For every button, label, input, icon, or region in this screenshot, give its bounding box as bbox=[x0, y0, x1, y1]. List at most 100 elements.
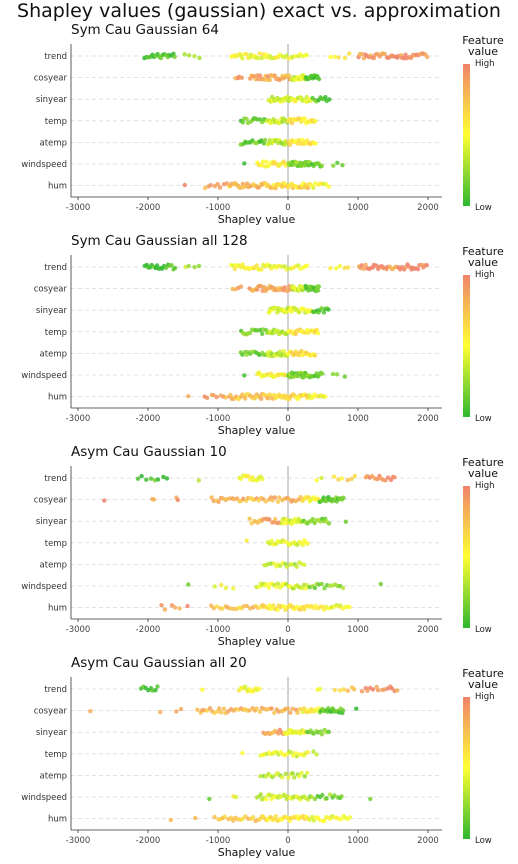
data-point-windspeed bbox=[331, 163, 336, 168]
x-tick-label: -2000 bbox=[136, 836, 161, 846]
data-point-trend bbox=[332, 54, 337, 59]
data-point-windspeed bbox=[342, 374, 347, 379]
data-point-atemp bbox=[299, 348, 304, 354]
data-point-atemp bbox=[287, 142, 293, 147]
data-point-windspeed bbox=[339, 794, 344, 799]
data-point-trend bbox=[260, 476, 265, 482]
data-point-cosyear bbox=[285, 706, 291, 711]
data-point-windspeed bbox=[264, 582, 270, 587]
data-point-sinyear bbox=[326, 729, 331, 734]
x-tick-label: -1000 bbox=[206, 203, 231, 213]
data-point-trend bbox=[196, 478, 201, 483]
data-point-trend bbox=[196, 263, 202, 269]
data-point-hum bbox=[347, 604, 352, 610]
legend-low-label: Low bbox=[475, 414, 492, 424]
data-point-temp bbox=[314, 752, 319, 757]
x-tick-label: -2000 bbox=[136, 414, 161, 424]
y-tick-label-atemp: atemp bbox=[40, 771, 67, 781]
data-point-windspeed bbox=[275, 581, 281, 586]
data-point-trend bbox=[336, 55, 341, 60]
y-tick-label-hum: hum bbox=[48, 393, 67, 403]
data-point-windspeed bbox=[312, 585, 318, 591]
data-point-trend bbox=[349, 476, 354, 482]
data-point-trend bbox=[352, 473, 357, 479]
data-point-trend bbox=[415, 267, 421, 272]
legend-low-label: Low bbox=[475, 203, 492, 213]
data-point-windspeed bbox=[267, 792, 272, 797]
data-point-trend bbox=[337, 263, 342, 269]
data-point-trend bbox=[139, 473, 144, 479]
data-point-windspeed bbox=[319, 163, 324, 169]
data-point-atemp bbox=[258, 774, 263, 779]
panel-title: Sym Cau Gaussian 64 bbox=[71, 22, 219, 38]
data-point-atemp bbox=[299, 770, 304, 776]
panel-title: Asym Cau Gaussian all 20 bbox=[71, 655, 247, 671]
y-tick-label-temp: temp bbox=[45, 328, 67, 338]
data-point-trend bbox=[257, 51, 262, 56]
data-point-hum bbox=[214, 604, 219, 609]
data-point-trend bbox=[240, 56, 245, 61]
data-point-trend bbox=[155, 477, 161, 482]
data-point-temp bbox=[240, 750, 245, 756]
y-tick-label-windspeed: windspeed bbox=[21, 582, 67, 592]
data-point-windspeed bbox=[231, 586, 236, 591]
data-point-hum bbox=[168, 817, 173, 823]
data-point-trend bbox=[172, 54, 177, 59]
data-point-cosyear bbox=[340, 708, 346, 713]
data-point-trend bbox=[186, 263, 191, 269]
data-point-trend bbox=[304, 263, 310, 268]
data-point-hum bbox=[256, 185, 262, 190]
legend-high-label: High bbox=[475, 481, 495, 491]
data-point-trend bbox=[149, 476, 154, 481]
data-point-hum bbox=[347, 815, 353, 820]
data-point-trend bbox=[245, 473, 251, 479]
data-point-trend bbox=[197, 55, 202, 61]
figure-title: Shapley values (gaussian) exact vs. appr… bbox=[17, 0, 501, 22]
data-point-hum bbox=[245, 181, 250, 186]
data-point-trend bbox=[296, 263, 301, 268]
data-point-atemp bbox=[312, 353, 318, 358]
x-tick-label: 1000 bbox=[347, 414, 369, 424]
legend-high-label: High bbox=[475, 692, 495, 702]
data-point-windspeed bbox=[242, 161, 247, 166]
data-point-trend bbox=[243, 684, 248, 689]
x-tick-label: -1000 bbox=[206, 625, 231, 635]
data-point-trend bbox=[385, 475, 391, 480]
y-tick-label-hum: hum bbox=[48, 182, 67, 192]
data-point-sinyear bbox=[326, 307, 331, 312]
data-point-trend bbox=[403, 52, 408, 57]
data-point-trend bbox=[332, 687, 337, 693]
data-point-hum bbox=[244, 603, 250, 609]
data-point-trend bbox=[328, 54, 333, 60]
x-tick-label: 1000 bbox=[347, 836, 369, 846]
y-tick-label-trend: trend bbox=[44, 52, 67, 62]
data-point-cosyear bbox=[254, 706, 259, 711]
x-axis-label: Shapley value bbox=[218, 424, 296, 437]
data-point-cosyear bbox=[290, 706, 295, 711]
x-tick-label: 0 bbox=[285, 836, 290, 846]
y-tick-label-trend: trend bbox=[44, 263, 67, 273]
data-point-trend bbox=[382, 687, 387, 692]
data-point-trend bbox=[182, 52, 187, 57]
data-point-windspeed bbox=[223, 585, 229, 591]
data-point-hum bbox=[224, 181, 230, 186]
y-tick-label-trend: trend bbox=[44, 685, 67, 695]
shapley-panel-2: trend cosyear sinyear temp atemp windspeed hum… bbox=[21, 456, 504, 648]
data-point-hum bbox=[243, 396, 248, 401]
data-point-windspeed bbox=[309, 794, 314, 800]
data-point-windspeed bbox=[335, 160, 340, 165]
x-tick-label: -3000 bbox=[66, 414, 91, 424]
x-tick-label: -3000 bbox=[66, 625, 91, 635]
y-tick-label-atemp: atemp bbox=[40, 560, 67, 570]
data-point-trend bbox=[395, 688, 400, 693]
data-point-trend bbox=[317, 686, 323, 692]
legend-title-line2: value bbox=[468, 678, 498, 691]
y-tick-label-temp: temp bbox=[45, 750, 67, 760]
data-point-windspeed bbox=[320, 792, 325, 798]
data-point-cosyear bbox=[88, 709, 93, 714]
data-point-windspeed bbox=[324, 796, 329, 801]
data-point-trend bbox=[328, 266, 333, 271]
data-point-hum bbox=[266, 396, 271, 401]
x-tick-label: -2000 bbox=[136, 625, 161, 635]
x-tick-label: 2000 bbox=[417, 203, 439, 213]
